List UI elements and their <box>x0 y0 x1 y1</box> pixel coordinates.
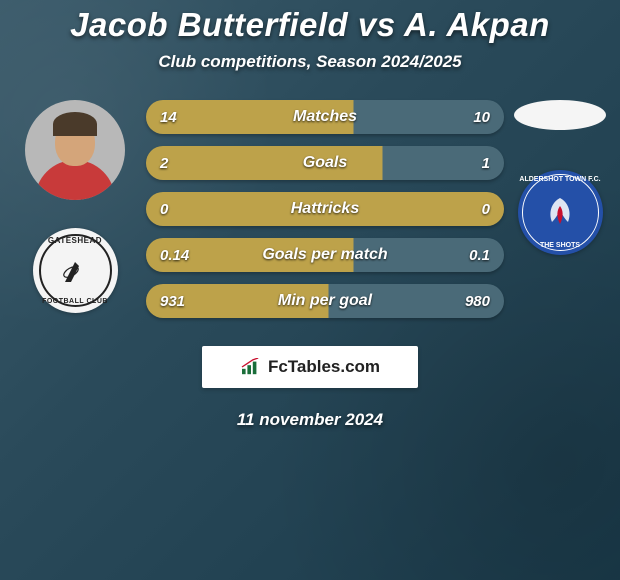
club-left-name-top: GATESHEAD <box>33 236 118 245</box>
player-right-avatar-placeholder <box>514 100 606 130</box>
stat-row: 14Matches10 <box>146 100 504 134</box>
player-left-avatar <box>25 100 125 200</box>
stat-row: 2Goals1 <box>146 146 504 180</box>
stat-label: Hattricks <box>146 200 504 218</box>
right-side: ALDERSHOT TOWN F.C. THE SHOTS <box>510 100 610 255</box>
stat-row: 0Hattricks0 <box>146 192 504 226</box>
stat-label: Goals per match <box>146 246 504 264</box>
stat-value-left: 14 <box>160 109 177 126</box>
stat-value-right: 0 <box>482 201 490 218</box>
fctables-logo-icon <box>240 358 262 376</box>
gateshead-antenna-icon <box>61 258 89 286</box>
stat-row: 0.14Goals per match0.1 <box>146 238 504 272</box>
brand-attribution: FcTables.com <box>202 346 418 388</box>
stat-label: Matches <box>146 108 504 126</box>
page-title: Jacob Butterfield vs A. Akpan <box>10 0 610 44</box>
main-row: GATESHEAD FOOTBALL CLUB 14Matches102Goal… <box>10 100 610 330</box>
stat-label: Goals <box>146 154 504 172</box>
club-badge-left: GATESHEAD FOOTBALL CLUB <box>33 228 118 313</box>
club-left-name-bottom: FOOTBALL CLUB <box>33 298 118 305</box>
stat-value-left: 0 <box>160 201 168 218</box>
stat-value-right: 10 <box>473 109 490 126</box>
brand-text: FcTables.com <box>268 357 380 377</box>
left-side: GATESHEAD FOOTBALL CLUB <box>10 100 140 313</box>
club-right-name-top: ALDERSHOT TOWN F.C. <box>518 176 603 183</box>
stat-row: 931Min per goal980 <box>146 284 504 318</box>
date-text: 11 november 2024 <box>10 410 610 430</box>
stat-value-left: 2 <box>160 155 168 172</box>
stat-value-right: 0.1 <box>469 247 490 264</box>
stat-value-right: 1 <box>482 155 490 172</box>
stat-value-left: 931 <box>160 293 185 310</box>
aldershot-phoenix-icon <box>540 192 580 232</box>
club-badge-right: ALDERSHOT TOWN F.C. THE SHOTS <box>518 170 603 255</box>
stat-label: Min per goal <box>146 292 504 310</box>
stats-column: 14Matches102Goals10Hattricks00.14Goals p… <box>140 100 510 330</box>
subtitle: Club competitions, Season 2024/2025 <box>10 52 610 72</box>
stat-value-right: 980 <box>465 293 490 310</box>
club-right-name-bottom: THE SHOTS <box>518 242 603 249</box>
stat-value-left: 0.14 <box>160 247 189 264</box>
